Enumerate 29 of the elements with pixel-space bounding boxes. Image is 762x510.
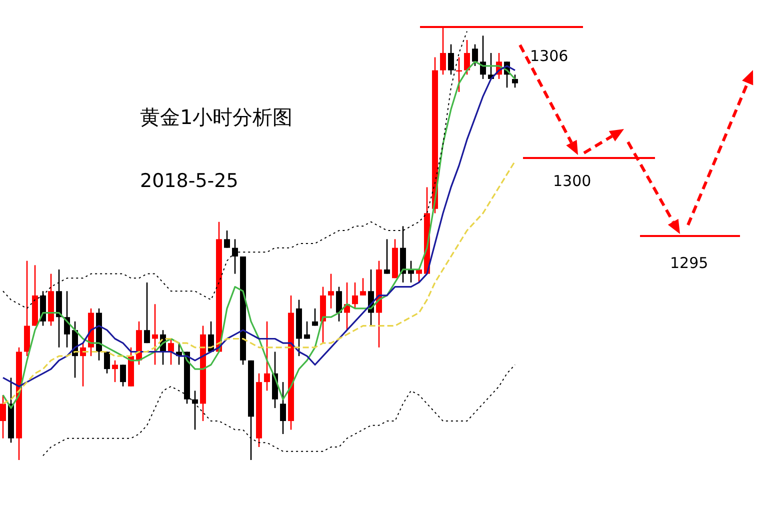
text: 1300 — [553, 172, 592, 190]
candlestick — [224, 230, 230, 248]
candlestick — [0, 394, 6, 439]
candlestick — [232, 238, 238, 274]
candlestick — [512, 74, 518, 88]
text: 1295 — [670, 254, 708, 272]
candlestick — [384, 238, 390, 274]
text: 2018-5-25 — [140, 170, 238, 192]
candlestick — [352, 282, 358, 310]
candlestick — [360, 277, 366, 296]
candlestick — [120, 364, 126, 388]
candlestick — [264, 320, 270, 392]
candlestick — [280, 381, 286, 435]
candlestick — [152, 303, 158, 366]
candlestick — [464, 39, 470, 76]
candlestick — [144, 282, 150, 344]
candlestick — [168, 338, 174, 366]
candlestick — [304, 320, 310, 340]
candlestick — [328, 273, 334, 310]
candlestick — [416, 268, 422, 284]
candlestick — [440, 27, 446, 76]
candlestick — [104, 351, 110, 374]
text: 1306 — [530, 47, 568, 65]
candlestick — [448, 44, 454, 76]
candlestick — [112, 360, 118, 383]
candlestick — [472, 44, 478, 67]
candlestick — [336, 286, 342, 322]
text: 黄金1小时分析图 — [140, 104, 293, 131]
candlestick — [312, 308, 318, 326]
